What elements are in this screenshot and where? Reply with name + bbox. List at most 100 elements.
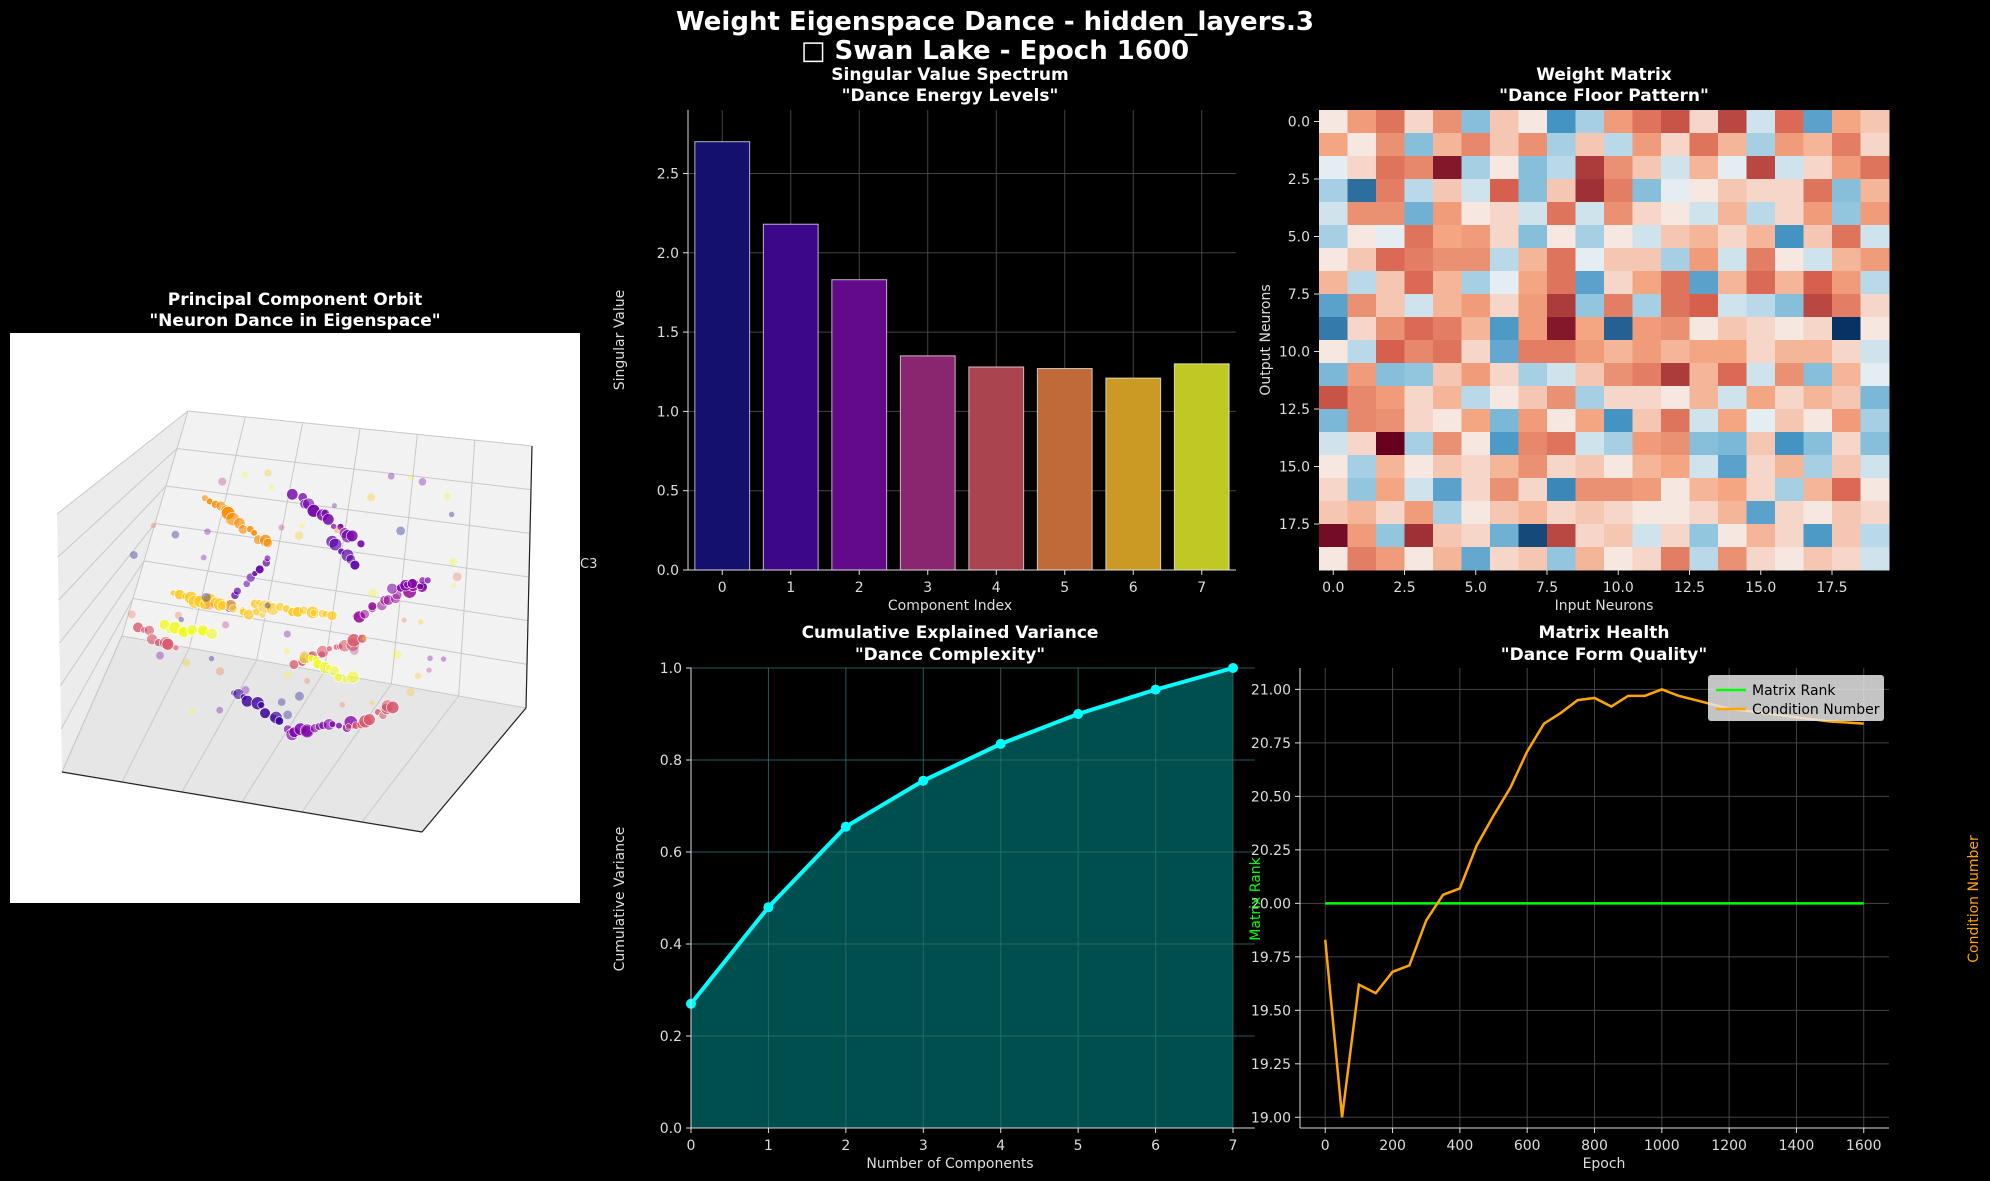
health-ytick-label: 19.50 — [1251, 1003, 1291, 1019]
health-ylabel-right: Condition Number — [1966, 835, 1982, 963]
weights-ytick-label: 2.5 — [1288, 172, 1310, 188]
cumvar-ytick-label: 0.2 — [660, 1029, 682, 1045]
heatmap-cell — [1490, 432, 1519, 456]
heatmap-cell — [1575, 478, 1605, 502]
heatmap-cell — [1860, 225, 1890, 249]
heatmap-cell — [1661, 225, 1690, 249]
heatmap-cell — [1433, 524, 1462, 548]
pca3d-gridline — [176, 448, 532, 491]
weights-panel: Weight Matrix "Dance Floor Pattern" 0.0 2… — [1258, 65, 1890, 614]
health-ytick-label: 19.75 — [1251, 950, 1291, 966]
heatmap-cell — [1319, 409, 1348, 433]
heatmap-cell — [1746, 110, 1776, 134]
health-panel: Matrix Health "Dance Form Quality" 19.00… — [1248, 623, 1982, 1172]
pca3d-panel: Principal Component Orbit "Neuron Dance … — [10, 290, 597, 903]
singular-bar — [968, 366, 1025, 571]
heatmap-cell — [1518, 133, 1548, 157]
pca3d-point — [423, 576, 432, 585]
heatmap-cell — [1604, 294, 1633, 318]
heatmap-cell — [1746, 432, 1776, 456]
heatmap-cell — [1775, 478, 1804, 502]
heatmap-cell — [1860, 202, 1890, 226]
pca3d-gridline — [187, 410, 533, 447]
heatmap-cell — [1746, 455, 1776, 479]
pca3d-point — [349, 559, 361, 571]
heatmap-cell — [1832, 455, 1861, 479]
heatmap-cell — [1433, 248, 1462, 272]
heatmap-cell — [1718, 478, 1747, 502]
health-ytick-label: 19.25 — [1251, 1057, 1291, 1073]
heatmap-cell — [1347, 478, 1377, 502]
heatmap-cell — [1832, 248, 1861, 272]
pca3d-point — [182, 658, 191, 667]
heatmap-cell — [1461, 340, 1491, 364]
heatmap-cell — [1718, 156, 1747, 180]
heatmap-cell — [1490, 340, 1519, 364]
pca3d-point — [392, 650, 402, 660]
pca3d-gridline — [59, 523, 156, 644]
pca3d-gridline — [60, 598, 134, 730]
heatmap-cell — [1718, 271, 1747, 295]
heatmap-cell — [1860, 340, 1890, 364]
pca3d-point — [328, 720, 337, 728]
heatmap-cell — [1319, 271, 1348, 295]
pca3d-point — [299, 523, 305, 529]
heatmap-cell — [1319, 547, 1348, 571]
heatmap-cell — [1547, 179, 1576, 203]
cumvar-panel: Cumulative Explained Variance "Dance Com… — [612, 623, 1255, 1172]
heatmap-cell — [1490, 524, 1519, 548]
weights-xtick-label: 2.5 — [1393, 580, 1415, 596]
heatmap-cell — [1547, 156, 1576, 180]
cumvar-ylabel: Cumulative Variance — [612, 827, 628, 972]
heatmap-cell — [1604, 501, 1633, 525]
pca3d-gridline — [165, 485, 531, 534]
pca3d-point — [330, 523, 337, 530]
health-subtitle: "Dance Form Quality" — [1501, 645, 1707, 665]
pca3d-point — [156, 651, 165, 660]
heatmap-cell — [1376, 501, 1405, 525]
cumvar-xtick-label: 2 — [841, 1138, 850, 1154]
pca3d-point — [426, 667, 432, 673]
heatmap-cell — [1319, 133, 1348, 157]
heatmap-cell — [1518, 432, 1548, 456]
heatmap-cell — [1319, 478, 1348, 502]
heatmap-cell — [1604, 455, 1633, 479]
pca3d-subtitle: "Neuron Dance in Eigenspace" — [149, 311, 440, 331]
cumvar-xtick-label: 1 — [764, 1138, 773, 1154]
heatmap-cell — [1860, 179, 1890, 203]
heatmap-cell — [1404, 363, 1434, 387]
heatmap-cell — [1632, 409, 1662, 433]
cumvar-plot: 0.0 0.2 0.4 0.6 0.8 1.0 0 1 2 3 4 5 6 7 — [660, 661, 1255, 1154]
heatmap-cell — [1746, 225, 1776, 249]
singular-bar — [1173, 363, 1230, 571]
heatmap-cell — [1319, 225, 1348, 249]
pca3d-point — [361, 635, 368, 642]
heatmap-cell — [1661, 317, 1690, 341]
pca3d-gridline — [121, 647, 190, 783]
heatmap-cell — [1461, 294, 1491, 318]
heatmap-cell — [1347, 363, 1377, 387]
heatmap-cell — [1632, 156, 1662, 180]
weights-ytick-label: 17.5 — [1279, 517, 1310, 533]
heatmap-cell — [1632, 294, 1662, 318]
singular-ytick-label: 2.0 — [657, 246, 679, 262]
heatmap-cell — [1632, 317, 1662, 341]
heatmap-cell — [1718, 294, 1747, 318]
heatmap-cell — [1689, 202, 1719, 226]
heatmap-cell — [1547, 271, 1576, 295]
heatmap-cell — [1319, 386, 1348, 410]
heatmap-cell — [1376, 386, 1405, 410]
heatmap-cell — [1490, 202, 1519, 226]
heatmap-cell — [1347, 202, 1377, 226]
cumvar-point — [1073, 709, 1084, 719]
heatmap-cell — [1632, 225, 1662, 249]
heatmap-cell — [1518, 524, 1548, 548]
heatmap-cell — [1461, 478, 1491, 502]
heatmap-cell — [1547, 110, 1576, 134]
pca3d-point — [208, 655, 215, 662]
heatmap-cell — [1433, 133, 1462, 157]
heatmap-cell — [1547, 547, 1576, 571]
heatmap-cell — [1347, 547, 1377, 571]
heatmap-cell — [1718, 432, 1747, 456]
heatmap-cell — [1433, 156, 1462, 180]
